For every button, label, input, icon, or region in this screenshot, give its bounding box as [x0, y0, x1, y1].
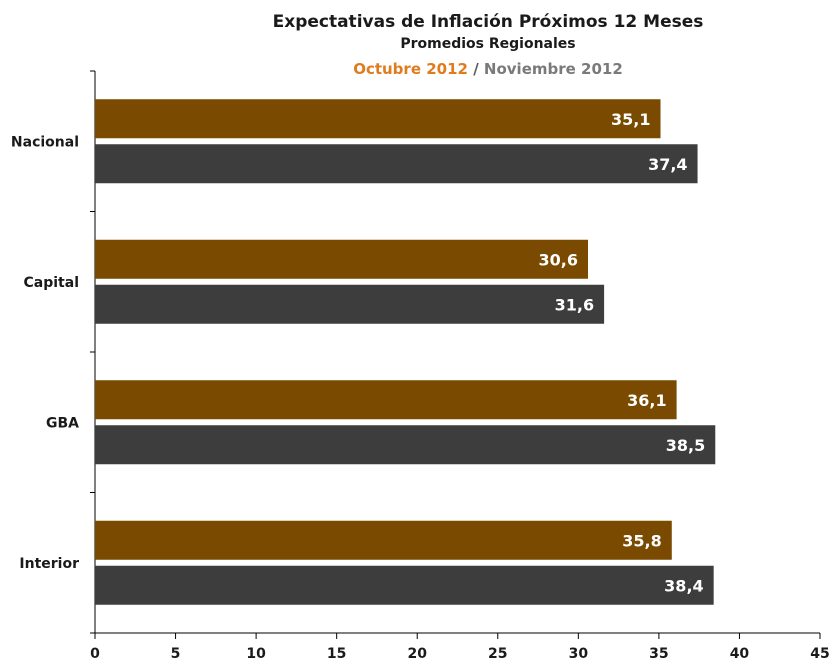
x-tick-label: 30: [569, 646, 589, 662]
data-label: 30,6: [539, 250, 578, 269]
x-tick-label: 5: [171, 646, 181, 662]
chart-subtitle: Promedios Regionales: [400, 36, 576, 52]
legend-series-noviembre: Noviembre 2012: [483, 60, 623, 78]
category-label: Capital: [24, 275, 79, 291]
data-label: 35,8: [622, 531, 661, 550]
x-tick-label: 15: [327, 646, 346, 662]
bar: [95, 380, 677, 420]
bar: [95, 99, 661, 139]
legend-separator: /: [473, 60, 479, 78]
data-label: 38,5: [666, 436, 705, 455]
bar: [95, 284, 605, 324]
bar: [95, 425, 716, 465]
bar: [95, 520, 672, 560]
x-tick-label: 35: [649, 646, 668, 662]
x-tick-label: 10: [246, 646, 266, 662]
data-label: 35,1: [611, 110, 650, 129]
x-tick-label: 20: [407, 646, 427, 662]
data-label: 38,4: [664, 576, 703, 595]
x-tick-label: 0: [90, 646, 100, 662]
x-tick-label: 40: [730, 646, 750, 662]
bar: [95, 239, 588, 279]
x-tick-label: 45: [810, 646, 829, 662]
category-label: GBA: [46, 415, 79, 431]
bar: [95, 565, 714, 605]
legend-series-octubre: Octubre 2012: [353, 60, 468, 78]
chart-title: Expectativas de Inflación Próximos 12 Me…: [272, 12, 704, 32]
x-tick-label: 25: [488, 646, 507, 662]
data-label: 31,6: [555, 295, 594, 314]
category-label: Nacional: [11, 134, 79, 150]
bar: [95, 144, 698, 184]
category-label: Interior: [19, 556, 79, 572]
data-label: 36,1: [627, 391, 666, 410]
legend: Octubre 2012 / Noviembre 2012: [250, 60, 726, 78]
data-label: 37,4: [648, 155, 687, 174]
